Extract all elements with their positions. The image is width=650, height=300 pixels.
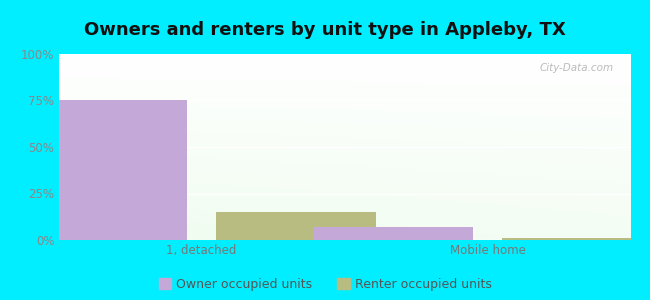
Bar [502, 238, 650, 240]
Legend: Owner occupied units, Renter occupied units: Owner occupied units, Renter occupied un… [159, 278, 491, 291]
Bar [27, 100, 187, 240]
Bar [313, 227, 473, 240]
Text: Owners and renters by unit type in Appleby, TX: Owners and renters by unit type in Apple… [84, 21, 566, 39]
Bar [216, 212, 376, 240]
Text: City-Data.com: City-Data.com [540, 63, 614, 73]
